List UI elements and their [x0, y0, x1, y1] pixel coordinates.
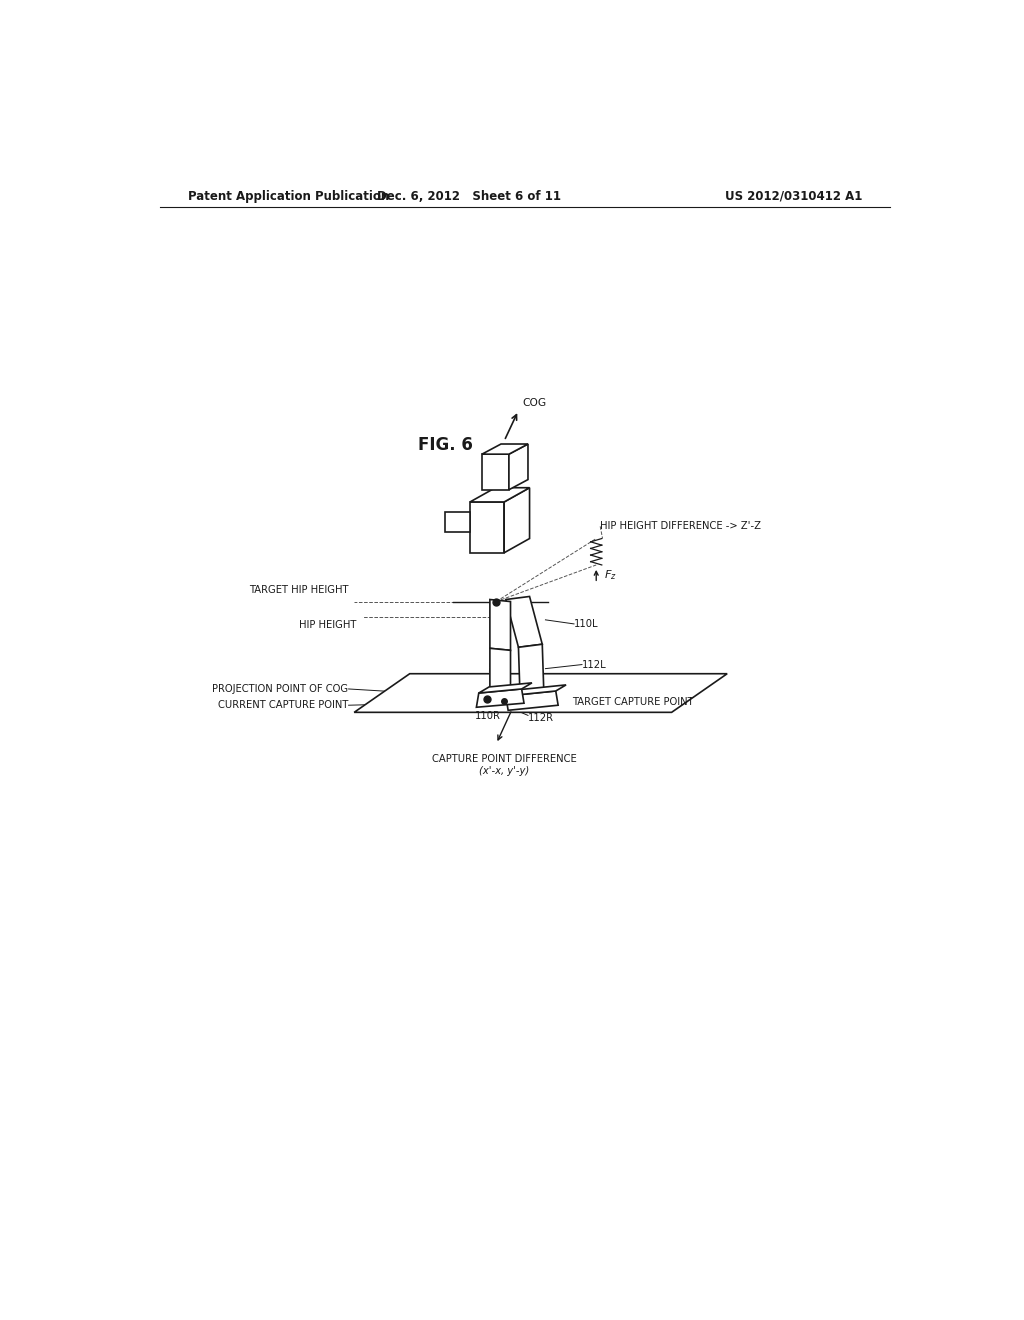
Text: HIP HEIGHT: HIP HEIGHT	[299, 620, 356, 630]
Text: (x'-x, y'-y): (x'-x, y'-y)	[479, 766, 529, 776]
Polygon shape	[482, 444, 528, 454]
Text: COG: COG	[522, 399, 547, 408]
Polygon shape	[482, 454, 509, 490]
Polygon shape	[476, 689, 524, 708]
Text: $F_z$: $F_z$	[604, 568, 617, 582]
Polygon shape	[479, 682, 531, 693]
Polygon shape	[509, 444, 528, 490]
Text: 110L: 110L	[574, 619, 598, 628]
Polygon shape	[489, 648, 511, 693]
Text: CAPTURE POINT DIFFERENCE: CAPTURE POINT DIFFERENCE	[432, 754, 577, 764]
Text: CURRENT CAPTURE POINT: CURRENT CAPTURE POINT	[218, 700, 348, 710]
Text: PROJECTION POINT OF COG: PROJECTION POINT OF COG	[213, 684, 348, 694]
Polygon shape	[470, 502, 504, 553]
Polygon shape	[444, 512, 470, 532]
Text: US 2012/0310412 A1: US 2012/0310412 A1	[725, 190, 862, 202]
Polygon shape	[506, 685, 566, 696]
Polygon shape	[470, 487, 529, 502]
Text: 112L: 112L	[582, 660, 606, 669]
Text: 110R: 110R	[475, 711, 501, 721]
Polygon shape	[504, 487, 529, 553]
Text: TARGET CAPTURE POINT: TARGET CAPTURE POINT	[571, 697, 693, 708]
Polygon shape	[506, 690, 558, 710]
Polygon shape	[518, 644, 544, 696]
Polygon shape	[354, 673, 727, 713]
Polygon shape	[506, 597, 543, 647]
Text: Patent Application Publication: Patent Application Publication	[187, 190, 389, 202]
Text: 112R: 112R	[528, 713, 554, 723]
Text: TARGET HIP HEIGHT: TARGET HIP HEIGHT	[249, 586, 348, 595]
Text: HIP HEIGHT DIFFERENCE -> Z'-Z: HIP HEIGHT DIFFERENCE -> Z'-Z	[600, 521, 761, 532]
Text: Dec. 6, 2012   Sheet 6 of 11: Dec. 6, 2012 Sheet 6 of 11	[377, 190, 561, 202]
Text: FIG. 6: FIG. 6	[418, 436, 472, 454]
Polygon shape	[489, 599, 511, 651]
